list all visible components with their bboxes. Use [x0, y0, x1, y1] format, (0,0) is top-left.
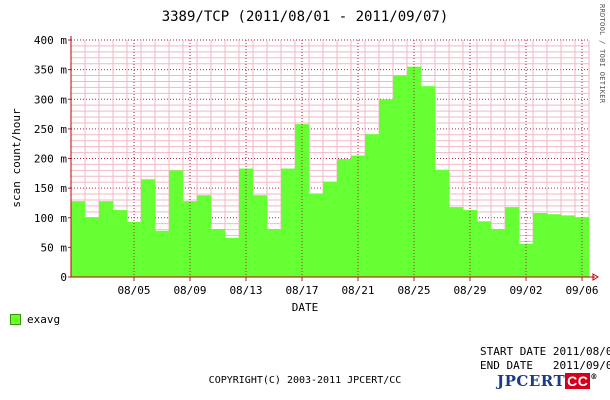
bar [519, 243, 534, 277]
start-date: START DATE 2011/08/01 [480, 345, 610, 358]
bar [351, 155, 366, 277]
chart-title: 3389/TCP (2011/08/01 - 2011/09/07) [161, 9, 449, 25]
y-tick-label: 100 m [34, 212, 67, 225]
x-tick-label: 08/13 [229, 284, 262, 297]
x-tick-label: 08/25 [397, 284, 430, 297]
bar [239, 168, 254, 277]
logo-registered: ® [590, 372, 598, 381]
y-tick-label: 0 [60, 271, 67, 284]
axes [68, 36, 599, 281]
bar [323, 181, 338, 277]
legend: exavg [10, 313, 60, 326]
side-credit: RRDTOOL / TOBI OETIKER [598, 4, 606, 104]
bars [71, 40, 590, 277]
bar [253, 195, 268, 277]
bar [505, 207, 520, 277]
bar [267, 229, 282, 277]
bar [337, 159, 352, 277]
bar [295, 124, 310, 277]
bar [113, 210, 128, 277]
logo-cc: CC [565, 373, 591, 389]
x-tick-label: 08/17 [285, 284, 318, 297]
bar [393, 75, 408, 277]
copyright: COPYRIGHT(C) 2003-2011 JPCERT/CC [208, 375, 402, 386]
bar [533, 213, 548, 277]
x-tick-label: 08/09 [173, 284, 206, 297]
y-axis-label: scan count/hour [10, 108, 23, 208]
y-tick-label: 250 m [34, 123, 67, 136]
x-tick-label: 08/29 [453, 284, 486, 297]
bar [85, 217, 100, 277]
bar [477, 221, 492, 277]
bar [379, 99, 394, 277]
bar [127, 221, 142, 277]
legend-label: exavg [27, 313, 61, 326]
bar [547, 214, 562, 277]
x-tick-label: 09/06 [565, 284, 598, 297]
jpcert-logo: JPCERT CC ® [497, 372, 598, 390]
y-tick-label: 350 m [34, 64, 67, 77]
bar [225, 237, 240, 277]
x-axis-label: DATE [292, 301, 319, 314]
bar [407, 66, 422, 277]
tick-labels: 08/05 08/09 08/13 08/17 08/21 08/25 08/29 09/02… [34, 34, 599, 297]
bar [197, 195, 212, 277]
legend-swatch [10, 314, 21, 325]
y-tick-label: 150 m [34, 182, 67, 195]
bar [71, 201, 86, 277]
bar [435, 169, 450, 277]
bar [309, 193, 324, 277]
bar [281, 168, 296, 277]
y-tick-label: 400 m [34, 34, 67, 47]
bar [421, 86, 436, 277]
bar [491, 229, 506, 277]
x-tick-label: 08/05 [117, 284, 150, 297]
bar [155, 230, 170, 277]
bar [183, 201, 198, 277]
logo-text: JPCERT [497, 372, 566, 390]
bar [561, 215, 576, 277]
y-tick-label: 300 m [34, 93, 67, 106]
y-tick-label: 200 m [34, 153, 67, 166]
bar [449, 207, 464, 277]
bar [463, 210, 478, 277]
bar [99, 201, 114, 277]
y-tick-label: 50 m [41, 241, 68, 254]
x-axis-arrow [592, 273, 599, 281]
x-tick-label: 09/02 [509, 284, 542, 297]
bar [141, 179, 156, 277]
bar [169, 170, 184, 277]
bar [365, 134, 380, 277]
end-date: END DATE 2011/09/07 [480, 359, 610, 372]
bar [211, 229, 226, 277]
x-tick-label: 08/21 [341, 284, 374, 297]
